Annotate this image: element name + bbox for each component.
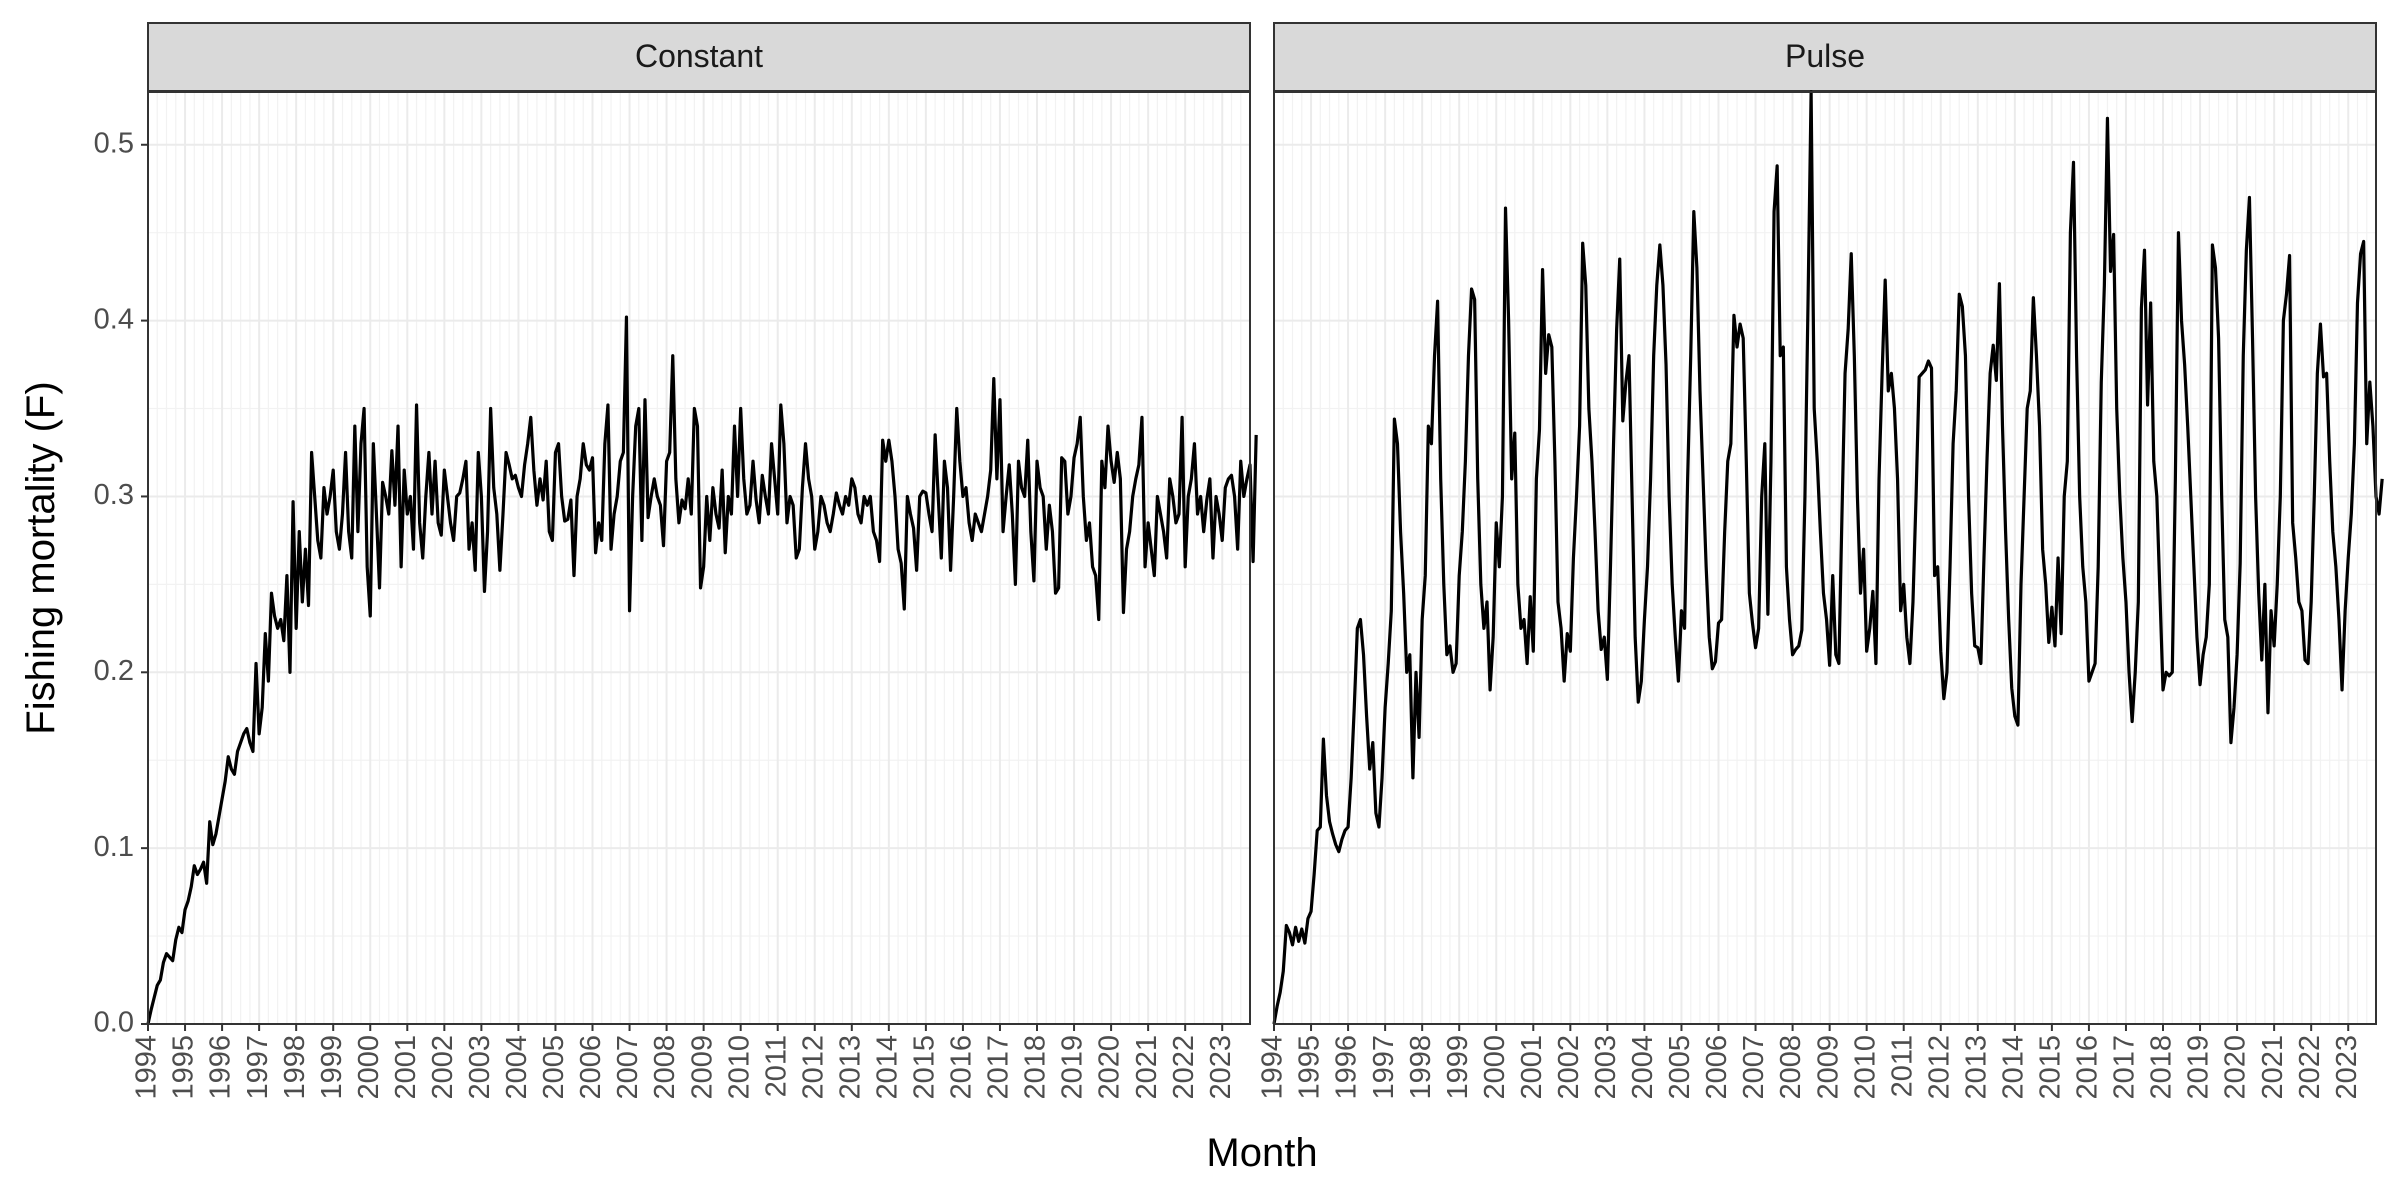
x-tick-label: 2010 bbox=[723, 1035, 755, 1100]
x-tick-label: 1998 bbox=[1405, 1035, 1437, 1100]
y-tick-label: 0.3 bbox=[94, 479, 134, 511]
x-tick-label: 2022 bbox=[1168, 1035, 1200, 1100]
x-tick-label: 1998 bbox=[279, 1035, 311, 1100]
panel-border-pulse bbox=[1273, 91, 2377, 1025]
panel-border-constant bbox=[147, 91, 1251, 1025]
x-tick-label: 1995 bbox=[168, 1035, 200, 1100]
x-tick-label: 2003 bbox=[1590, 1035, 1622, 1100]
x-tick-label: 2010 bbox=[1849, 1035, 1881, 1100]
x-tick-label: 2013 bbox=[1960, 1035, 1992, 1100]
x-tick-label: 2011 bbox=[1886, 1035, 1918, 1097]
x-tick-label: 2001 bbox=[390, 1035, 422, 1100]
x-tick-label: 2020 bbox=[2220, 1035, 2252, 1100]
x-tick-label: 1996 bbox=[205, 1035, 237, 1100]
x-tick-label: 2005 bbox=[538, 1035, 570, 1100]
x-axis-title: Month bbox=[1206, 1131, 1317, 1175]
x-tick-label: 2006 bbox=[1701, 1035, 1733, 1100]
x-tick-label: 2004 bbox=[501, 1035, 533, 1100]
x-tick-label: 1999 bbox=[1442, 1035, 1474, 1100]
x-tick-label: 2009 bbox=[1812, 1035, 1844, 1100]
x-tick-label: 2007 bbox=[612, 1035, 644, 1100]
panel-constant: Constant 1994 1995 1996 1997 1998 1999 2000 200… bbox=[131, 22, 1258, 1100]
x-tick-label: 2023 bbox=[2331, 1035, 2363, 1100]
x-tick-label: 2016 bbox=[2072, 1035, 2104, 1100]
panel-pulse: Pulse 1994 1995 1996 1997 1998 1999 2000 2001 20… bbox=[1257, 22, 2384, 1100]
x-tick-label: 2021 bbox=[2257, 1035, 2289, 1100]
x-tick-label: 2003 bbox=[464, 1035, 496, 1100]
x-tick-label: 2020 bbox=[1094, 1035, 1126, 1100]
x-tick-label: 2007 bbox=[1738, 1035, 1770, 1100]
strip-pulse bbox=[1273, 22, 2377, 92]
x-tick-label: 2011 bbox=[760, 1035, 792, 1097]
y-tick-label: 0.5 bbox=[94, 127, 134, 159]
x-tick-label: 1994 bbox=[131, 1035, 163, 1100]
x-tick-label: 2018 bbox=[2146, 1035, 2178, 1100]
x-tick-label: 1999 bbox=[316, 1035, 348, 1100]
series-line-constant bbox=[146, 315, 1258, 1025]
x-tick-label: 2014 bbox=[1997, 1035, 2029, 1100]
x-tick-label: 2012 bbox=[1923, 1035, 1955, 1100]
x-tick-label: 2018 bbox=[1020, 1035, 1052, 1100]
y-tick-label: 0.0 bbox=[94, 1007, 134, 1039]
x-tick-label: 2019 bbox=[2183, 1035, 2215, 1100]
x-tick-label: 2016 bbox=[946, 1035, 978, 1100]
x-tick-label: 2008 bbox=[1775, 1035, 1807, 1100]
x-tick-label: 1997 bbox=[1368, 1035, 1400, 1100]
x-tick-label: 2012 bbox=[797, 1035, 829, 1100]
grid-pulse bbox=[1273, 92, 2377, 1025]
y-axis: 0.0 0.1 0.2 0.3 0.4 0.5 bbox=[94, 127, 148, 1039]
x-tick-label: 1995 bbox=[1294, 1035, 1326, 1100]
x-tick-label: 2008 bbox=[649, 1035, 681, 1100]
x-tick-label: 2005 bbox=[1664, 1035, 1696, 1100]
x-tick-label: 2015 bbox=[909, 1035, 941, 1100]
x-axis-pulse: 1994 1995 1996 1997 1998 1999 2000 2001 2002 2003… bbox=[1257, 1024, 2363, 1100]
y-axis-title: Fishing mortality (F) bbox=[19, 381, 63, 734]
y-tick-label: 0.1 bbox=[94, 831, 134, 863]
x-tick-label: 2023 bbox=[1205, 1035, 1237, 1100]
x-tick-label: 2000 bbox=[353, 1035, 385, 1100]
x-tick-label: 2021 bbox=[1131, 1035, 1163, 1100]
y-tick-label: 0.4 bbox=[94, 303, 134, 335]
strip-label-constant: Constant bbox=[635, 38, 763, 74]
x-tick-label: 2013 bbox=[834, 1035, 866, 1100]
x-tick-label: 2022 bbox=[2294, 1035, 2326, 1100]
x-tick-label: 2015 bbox=[2035, 1035, 2067, 1100]
strip-label-pulse: Pulse bbox=[1785, 38, 1865, 74]
x-tick-label: 2002 bbox=[1553, 1035, 1585, 1100]
x-tick-label: 2001 bbox=[1516, 1035, 1548, 1100]
x-tick-label: 1994 bbox=[1257, 1035, 1289, 1100]
y-tick-label: 0.2 bbox=[94, 655, 134, 687]
x-tick-label: 2014 bbox=[871, 1035, 903, 1100]
x-tick-label: 2019 bbox=[1057, 1035, 1089, 1100]
x-tick-label: 1996 bbox=[1331, 1035, 1363, 1100]
x-tick-label: 1997 bbox=[242, 1035, 274, 1100]
x-tick-label: 2004 bbox=[1627, 1035, 1659, 1100]
x-tick-label: 2002 bbox=[427, 1035, 459, 1100]
strip-constant bbox=[147, 22, 1251, 92]
x-tick-label: 2009 bbox=[686, 1035, 718, 1100]
x-tick-label: 2017 bbox=[2109, 1035, 2141, 1100]
x-tick-label: 2017 bbox=[983, 1035, 1015, 1100]
series-line-pulse bbox=[1272, 90, 2384, 1025]
x-tick-label: 2000 bbox=[1479, 1035, 1511, 1100]
x-tick-label: 2006 bbox=[575, 1035, 607, 1100]
x-axis-constant: 1994 1995 1996 1997 1998 1999 2000 2001 2002 2003… bbox=[131, 1024, 1237, 1100]
